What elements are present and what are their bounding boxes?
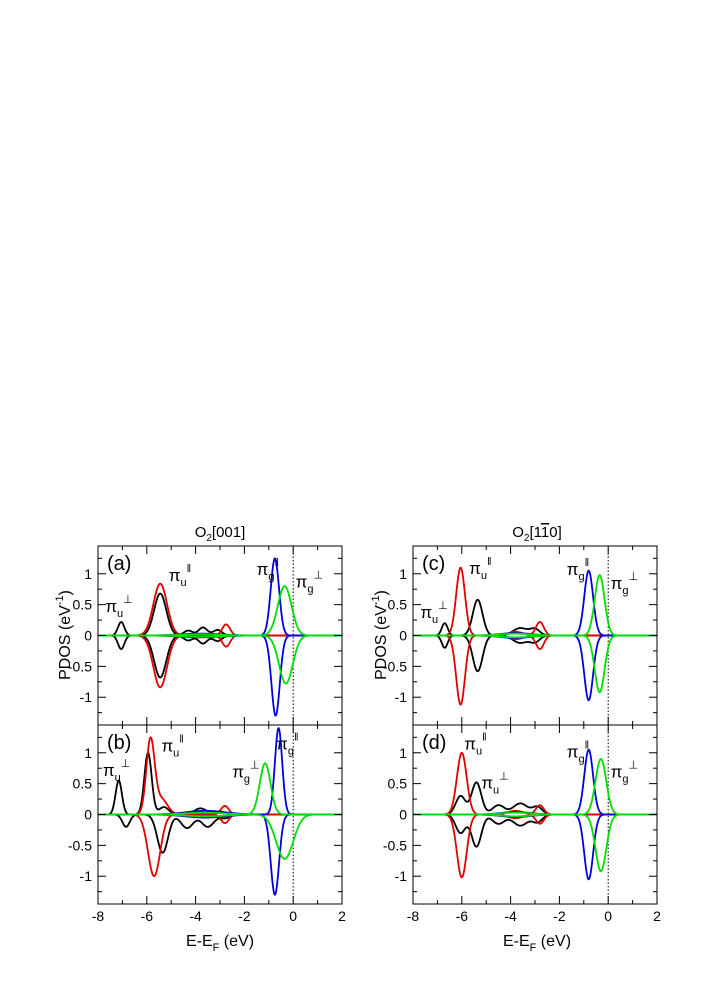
series-line-a-3-down [98,634,342,685]
curves-a [98,557,342,717]
orbital-annotation: πu⊥ [481,771,508,797]
x-tick-label: -2 [553,908,566,924]
series-line-c-1-down [413,634,657,706]
y-tick-label: -0.5 [383,658,407,674]
series-line-b-2-up [98,727,342,816]
series-line-a-3-up [98,585,342,637]
x-tick-label: -8 [92,908,105,924]
y-tick-label: -1 [395,868,408,884]
orbital-annotation: πg‖ [567,557,589,583]
orbital-annotation: πu‖ [161,734,183,760]
y-tick-label: 0.5 [73,597,93,613]
x-tick-label: -4 [504,908,517,924]
ylabel-left: PDOS (eV-1) [54,590,74,680]
orbital-annotation: πg‖ [257,557,279,583]
series-line-b-2-down [98,813,342,896]
series-line-a-0-down [98,634,342,679]
x-tick-label: -4 [189,908,202,924]
panels-layer: 1 0.5 0 -0.5 -1 (a) πu⊥ πu‖ πg‖ πg⊥ 1 0.5 0 -0.5 -1 -8 -… [68,545,661,924]
series-line-d-3-down [413,813,657,873]
orbital-annotation: πu⊥ [105,594,132,620]
series-line-a-1-up [98,582,342,637]
panel-label: (c) [422,553,445,575]
x-tick-label: -6 [141,908,154,924]
left-column-title: O2[001] [195,524,246,544]
series-line-b-1-down [98,813,342,878]
y-tick-label: -1 [80,689,93,705]
orbital-annotation: πg⊥ [232,759,259,785]
series-line-b-1-up [98,736,342,816]
orbital-annotation: πg⊥ [611,571,638,597]
y-tick-label: -0.5 [68,837,92,853]
y-tick-label: 0 [84,628,92,644]
x-tick-label: -8 [407,908,420,924]
orbital-annotation: πg‖ [276,732,298,758]
panel-d: 1 0.5 0 -0.5 -1 -8 -6 -4 -2 0 2 (d) πu‖ πu⊥ πg‖ πg⊥ [383,724,661,924]
panel-a: 1 0.5 0 -0.5 -1 (a) πu⊥ πu‖ πg‖ πg⊥ [68,545,343,726]
y-tick-label: 1 [399,566,407,582]
series-line-a-0-up [98,592,342,637]
right-column-title: O2[110] [512,524,562,544]
series-line-a-1-down [98,634,342,689]
curves-b [98,727,342,896]
y-tick-label: 1 [84,566,92,582]
orbital-annotation: πu‖ [464,732,486,758]
orbital-annotation: πg⊥ [611,759,638,785]
x-tick-label: 2 [338,908,346,924]
panel-label: (b) [107,732,131,754]
x-tick-label: 0 [604,908,612,924]
curves-c [413,566,657,706]
y-tick-label: 0.5 [73,776,93,792]
series-line-c-3-down [413,634,657,694]
y-tick-label: -0.5 [383,837,407,853]
series-line-a-2-down [98,634,342,717]
y-tick-label: 0 [399,628,407,644]
series-line-b-3-down [98,813,342,860]
panel-c: 1 0.5 0 -0.5 -1 (c) πu⊥ πu‖ πg‖ πg⊥ [383,545,658,726]
xlabel-right: E-EF (eV) [503,933,571,954]
series-line-d-2-down [413,813,657,881]
y-tick-label: 0.5 [388,597,408,613]
series-line-d-2-up [413,748,657,816]
panel-label: (d) [422,732,446,754]
orbital-annotation: πu⊥ [420,600,447,626]
series-line-b-0-up [98,751,342,816]
ylabel-right: PDOS (eV-1) [370,590,390,680]
orbital-annotation: πg⊥ [296,569,323,595]
x-tick-label: 0 [289,908,297,924]
xlabel-left: E-EF (eV) [186,933,254,954]
x-tick-label: -2 [238,908,251,924]
y-tick-label: 0.5 [388,776,408,792]
y-tick-label: -0.5 [68,658,92,674]
y-tick-label: -1 [395,689,408,705]
series-line-b-3-up [98,762,342,816]
y-tick-label: 0 [84,807,92,823]
orbital-annotation: πg‖ [567,740,589,766]
y-tick-label: 1 [84,745,92,761]
x-tick-label: -6 [456,908,469,924]
x-tick-label: 2 [653,908,661,924]
series-line-a-2-up [98,557,342,637]
series-line-c-2-down [413,634,657,702]
curves-d [413,748,657,881]
orbital-annotation: πu‖ [469,556,491,582]
orbital-annotation: πu‖ [169,563,191,589]
y-tick-label: 1 [399,745,407,761]
y-tick-label: -1 [80,868,93,884]
series-line-d-1-down [413,813,657,879]
panel-b: 1 0.5 0 -0.5 -1 -8 -6 -4 -2 0 2 (b) πu⊥ πu‖ πg⊥ πg‖ [68,724,346,924]
series-line-b-0-down [98,813,342,854]
orbital-annotation: πu⊥ [103,758,130,784]
y-tick-label: 0 [399,807,407,823]
panel-label: (a) [107,553,131,575]
